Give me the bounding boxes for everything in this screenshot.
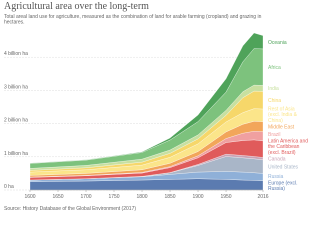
y-tick-label: 3 billion ha [4,84,28,90]
y-tick-label: 1 billion ha [4,151,28,157]
legend-label: Oceania [268,40,287,46]
x-tick-label: 1750 [108,194,119,200]
y-tick-label: 0 ha [4,184,14,190]
legend-label: Rest of Asia (excl. India & China) [268,107,298,124]
y-tick-label: 4 billion ha [4,51,28,57]
x-tick-label: 1850 [164,194,175,200]
legend-label: India [268,86,279,92]
x-tick-label: 1600 [24,194,35,200]
x-tick-label: 1800 [136,194,147,200]
legend-label: Canada [268,156,286,162]
y-tick-label: 2 billion ha [4,118,28,124]
legend-label: Middle East [268,124,295,130]
legend-label: Africa [268,65,281,71]
legend-label: China [268,98,281,104]
legend-label: Brazil [268,132,281,138]
x-tick-label: 1650 [52,194,63,200]
x-tick-label: 1700 [80,194,91,200]
legend-label: United States [268,164,299,170]
x-tick-label: 2016 [257,194,268,200]
legend-label: Latin America and the Caribbean (excl. Bra… [268,139,308,156]
chart: Agricultural area over the long-term Tot… [4,1,308,212]
chart-subtitle: Total areal land use for agriculture, me… [4,14,262,26]
chart-title: Agricultural area over the long-term [4,1,149,12]
area [29,32,264,164]
x-tick-label: 1900 [192,194,203,200]
legend-label: Russia [268,174,284,180]
x-tick-label: 1950 [220,194,231,200]
source-note: Source: History Database of the Global E… [4,206,136,212]
legend-label: Europe (excl. Russia) [268,180,297,192]
